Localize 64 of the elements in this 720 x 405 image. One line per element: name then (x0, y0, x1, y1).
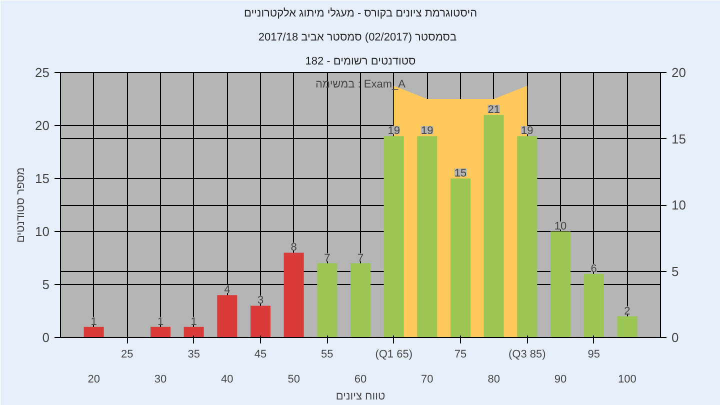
data-label: 1 (157, 316, 164, 328)
bar (184, 326, 204, 338)
bar (84, 326, 104, 338)
x-tick-label: 45 (254, 348, 267, 360)
x-tick-label: (Q3 85) (508, 348, 546, 360)
bar (450, 178, 470, 338)
data-label: 1 (90, 316, 97, 328)
y-tick-label: 5 (42, 277, 50, 292)
data-label: 6 (590, 262, 597, 275)
y-tick-label: 0 (42, 330, 50, 345)
y2-tick-label: 0 (672, 330, 679, 345)
chart-title: היסטוגרמת ציונים בקורס - מעגלי מיתוג אלקטרוניים (244, 8, 478, 20)
data-label: 2 (624, 305, 630, 318)
x-tick-label: 75 (454, 348, 467, 360)
y-tick-label: 10 (35, 224, 50, 239)
data-label: 8 (290, 242, 297, 254)
x-axis-title: טווח ציונים (336, 390, 386, 402)
y-axis-title: מספר סטודנטים (15, 167, 28, 243)
x-tick-label: 60 (354, 374, 367, 386)
data-label: 7 (324, 252, 330, 264)
bar (317, 263, 338, 338)
x-tick-label: 40 (221, 374, 234, 386)
x-tick-label: 25 (121, 348, 134, 360)
x-tick-label: 80 (488, 374, 500, 386)
chart-subtitle: בסמסטר (02/2017) סמסטר אביב 2017/18 (258, 32, 457, 44)
y2-tick-label: 5 (672, 264, 679, 279)
bar (350, 263, 370, 338)
bar (250, 306, 270, 338)
data-label: 21 (488, 104, 500, 116)
x-tick-label: 70 (421, 374, 434, 386)
bar (584, 274, 604, 338)
x-tick-label: 95 (588, 348, 600, 360)
data-label: 15 (454, 168, 467, 180)
x-tick-label: 100 (618, 374, 636, 386)
y-tick-label: 25 (35, 65, 50, 80)
y2-tick-label: 20 (672, 65, 686, 80)
x-tick-label: 50 (288, 374, 300, 386)
x-tick-label: (Q1 65) (375, 348, 412, 360)
y2-tick-label: 15 (672, 131, 686, 146)
bar (217, 295, 238, 338)
text: סטודנטים רשומים - 182 (305, 56, 416, 68)
bar (617, 316, 638, 338)
y-tick-label: 15 (35, 171, 50, 186)
bar (284, 252, 304, 338)
data-label: 7 (357, 252, 364, 264)
data-label: 19 (521, 125, 534, 138)
bar (517, 136, 538, 338)
data-label: 3 (257, 294, 264, 307)
x-tick-label: 20 (88, 374, 100, 386)
y2-tick-label: 10 (672, 198, 686, 212)
bar (384, 136, 404, 338)
bar (550, 232, 570, 338)
data-label: 4 (224, 284, 230, 296)
x-tick-label: 90 (554, 374, 567, 386)
data-label: 19 (388, 125, 400, 138)
bar (484, 114, 504, 338)
bar (150, 326, 170, 338)
bar (417, 136, 438, 338)
x-tick-label: 30 (154, 374, 167, 386)
data-label: 1 (190, 316, 197, 328)
x-tick-label: 55 (321, 348, 334, 360)
x-tick-label: 35 (188, 348, 200, 360)
data-label: 10 (554, 220, 567, 232)
y-tick-label: 20 (35, 118, 50, 133)
